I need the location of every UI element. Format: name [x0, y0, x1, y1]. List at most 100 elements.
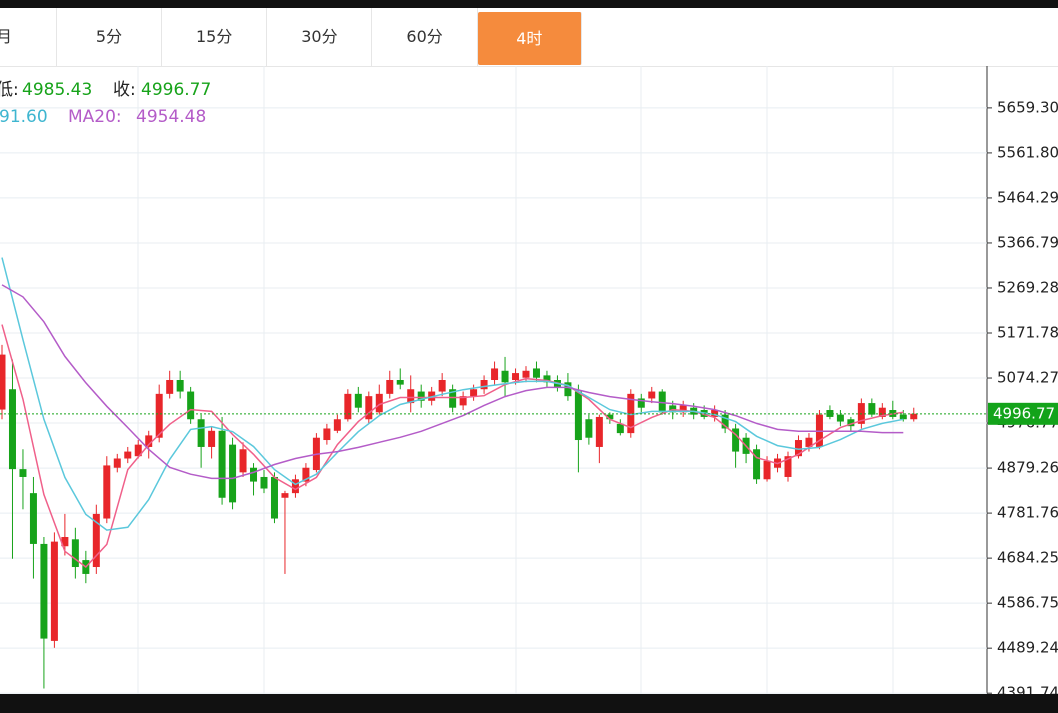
last-price-label: 4996.77	[993, 404, 1055, 422]
legend-ma20: 4954.48	[136, 107, 206, 127]
candle-body	[281, 493, 289, 498]
candle-body	[187, 391, 195, 420]
candle-body	[344, 393, 352, 420]
moving-average-line	[1, 324, 904, 569]
candle-body	[606, 414, 614, 420]
candle-body	[155, 393, 163, 438]
period-tab[interactable]: 60分	[373, 8, 478, 66]
candle-body	[375, 393, 383, 413]
candle-body	[270, 476, 278, 519]
candle-body	[166, 380, 174, 394]
y-tick-label: 5171.78	[997, 324, 1058, 342]
bottom-bar	[0, 694, 1058, 713]
candle-body	[794, 440, 802, 457]
candle-body	[470, 389, 478, 397]
candle-body	[532, 368, 540, 378]
legend-close-label: 收:	[113, 80, 136, 100]
legend-low-label: 低:	[0, 80, 19, 100]
candle-body	[763, 460, 771, 480]
candle-body	[19, 469, 27, 477]
y-tick-label: 5561.80	[997, 143, 1058, 161]
candle-body	[564, 382, 572, 397]
chart: 5659.30 5561.80 5464.29 5366.79 5269.28 5171.…	[0, 66, 1058, 694]
y-tick-label: 4879.26	[997, 459, 1058, 477]
candle-body	[124, 451, 132, 459]
candle-body	[616, 423, 624, 434]
candle-body	[574, 391, 582, 441]
candle-body	[71, 539, 79, 568]
last-price-box	[988, 402, 1058, 425]
candle-body	[250, 467, 258, 482]
period-tab[interactable]: 月	[0, 8, 57, 66]
candle-body	[333, 419, 341, 431]
candle-body	[637, 398, 645, 408]
candle-body	[365, 396, 373, 420]
candle-body	[0, 354, 6, 410]
candle-body	[291, 479, 299, 494]
y-tick-label: 5464.29	[997, 188, 1058, 206]
candle-body	[899, 414, 907, 420]
candle-body	[480, 380, 488, 390]
candle-body	[732, 428, 740, 452]
legend-close: 4996.77	[141, 80, 211, 100]
period-tabs: 月 5分 15分 30分 60分 4时	[0, 8, 1058, 67]
candle-body	[522, 370, 530, 378]
candle-body	[239, 449, 247, 473]
candle-body	[176, 380, 184, 392]
candle-body	[878, 407, 886, 417]
candle-body	[910, 413, 918, 420]
candle-body	[753, 449, 761, 480]
candle-body	[134, 444, 142, 457]
candle-body	[711, 410, 719, 417]
legend-ma20-label: MA20:	[68, 107, 122, 127]
top-bar	[0, 0, 1058, 8]
candle-body	[260, 476, 268, 489]
candle-body	[836, 414, 844, 422]
candle-body	[103, 465, 111, 519]
candle-body	[197, 419, 205, 447]
candle-body	[512, 373, 520, 380]
candle-body	[208, 430, 216, 447]
candle-body	[8, 389, 16, 470]
candle-body	[229, 444, 237, 503]
candle-body	[302, 467, 310, 482]
candle-body	[847, 419, 855, 427]
candle-body	[543, 375, 551, 383]
candle-body	[407, 389, 415, 404]
period-tab[interactable]: 5分	[57, 8, 162, 66]
moving-average-line	[1, 257, 904, 531]
candle-body	[648, 391, 656, 399]
candle-body	[61, 537, 69, 547]
moving-average-line	[1, 284, 904, 480]
legend-ma-partial: 91.60	[0, 107, 48, 127]
candle-body	[396, 380, 404, 385]
y-tick-label: 4684.25	[997, 549, 1058, 567]
legend-low: 4985.43	[22, 80, 92, 100]
candle-body	[595, 416, 603, 447]
candle-body	[868, 403, 876, 415]
candle-body	[113, 458, 121, 468]
candle-body	[354, 393, 362, 408]
candle-body	[585, 419, 593, 438]
y-tick-label: 5659.30	[997, 98, 1058, 116]
candle-body	[501, 370, 509, 383]
candle-body	[491, 368, 499, 380]
period-tab[interactable]: 30分	[267, 8, 373, 66]
y-tick-label: 5366.79	[997, 233, 1058, 251]
y-tick-label: 5269.28	[997, 278, 1058, 296]
candle-body	[92, 513, 100, 568]
candle-body	[459, 396, 467, 406]
candle-body	[386, 380, 394, 394]
candle-body	[721, 414, 729, 429]
y-tick-label: 5074.27	[997, 369, 1058, 387]
y-tick-label: 4391.74	[997, 684, 1058, 694]
candle-body	[218, 430, 226, 498]
candle-body	[438, 380, 446, 392]
candle-body	[627, 393, 635, 434]
y-tick-label: 4586.75	[997, 594, 1058, 612]
period-tab[interactable]: 15分	[162, 8, 268, 66]
period-tab[interactable]: 4时	[477, 12, 582, 65]
candle-body	[784, 456, 792, 477]
candle-body	[145, 435, 153, 447]
